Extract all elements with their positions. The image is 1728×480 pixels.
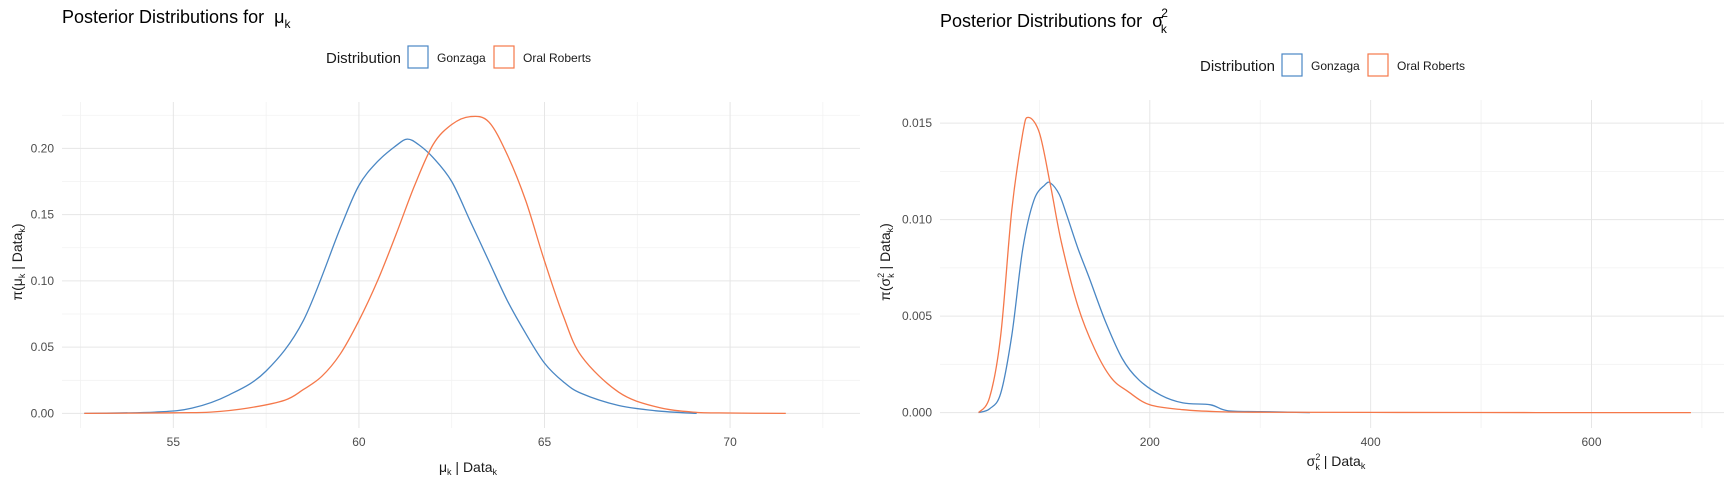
chart-title: Posterior Distributions for σ2 k bbox=[940, 6, 1168, 36]
x-tick-label: 70 bbox=[723, 435, 737, 449]
x-tick-label: 65 bbox=[538, 435, 552, 449]
grid bbox=[940, 100, 1724, 428]
x-tick-label: 400 bbox=[1361, 435, 1381, 449]
x-tick-label: 55 bbox=[167, 435, 181, 449]
y-tick-label: 0.10 bbox=[31, 274, 55, 288]
y-tick-label: 0.005 bbox=[902, 309, 932, 323]
legend: Distribution Gonzaga Oral Roberts bbox=[1200, 53, 1465, 77]
legend-title: Distribution bbox=[1200, 58, 1275, 75]
x-axis-title: μk | Datak bbox=[439, 459, 498, 477]
x-tick-label: 600 bbox=[1581, 435, 1601, 449]
y-tick-label: 0.015 bbox=[902, 116, 932, 130]
density-line-gonzaga bbox=[84, 138, 697, 415]
legend-label-oral-roberts: Oral Roberts bbox=[523, 51, 591, 65]
density-lines bbox=[978, 116, 1691, 414]
sigma2-posterior-chart: Posterior Distributions for σ2 k Distribut… bbox=[876, 6, 1724, 472]
density-lines bbox=[84, 115, 786, 415]
y-tick-label: 0.15 bbox=[31, 208, 55, 222]
y-tick-label: 0.05 bbox=[31, 340, 55, 354]
legend-key-gonzaga bbox=[407, 45, 429, 69]
y-tick-label: 0.20 bbox=[31, 141, 55, 155]
x-tick-label: 200 bbox=[1140, 435, 1160, 449]
y-axis-title: π(μk | Datak) bbox=[9, 223, 27, 300]
chart-title: Posterior Distributions for μk bbox=[62, 7, 291, 31]
legend-label-gonzaga: Gonzaga bbox=[437, 51, 486, 65]
x-axis-title: σ2 k | Datak bbox=[1307, 452, 1366, 472]
legend-key-oral-roberts bbox=[493, 45, 515, 69]
y-tick-label: 0.010 bbox=[902, 213, 932, 227]
density-line-oral-roberts bbox=[978, 116, 1691, 414]
grid bbox=[62, 102, 860, 428]
legend-title: Distribution bbox=[326, 50, 401, 67]
legend-label-oral-roberts: Oral Roberts bbox=[1397, 59, 1465, 73]
legend-key-gonzaga bbox=[1281, 53, 1303, 77]
y-tick-label: 0.00 bbox=[31, 406, 55, 420]
y-axis-title: π(σ2k | Datak) bbox=[876, 223, 896, 301]
y-tick-label: 0.000 bbox=[902, 406, 932, 420]
density-line-gonzaga bbox=[978, 181, 1310, 414]
mu-posterior-chart: Posterior Distributions for μk Distributi… bbox=[9, 7, 860, 477]
legend: Distribution Gonzaga Oral Roberts bbox=[326, 45, 591, 69]
legend-label-gonzaga: Gonzaga bbox=[1311, 59, 1360, 73]
tick-labels: 55 60 65 70 0.00 0.05 0.10 0.15 0.20 bbox=[31, 141, 737, 449]
legend-key-oral-roberts bbox=[1367, 53, 1389, 77]
density-line-oral-roberts bbox=[84, 115, 786, 415]
tick-labels: 200 400 600 0.000 0.005 0.010 0.015 bbox=[902, 116, 1602, 449]
x-tick-label: 60 bbox=[352, 435, 366, 449]
